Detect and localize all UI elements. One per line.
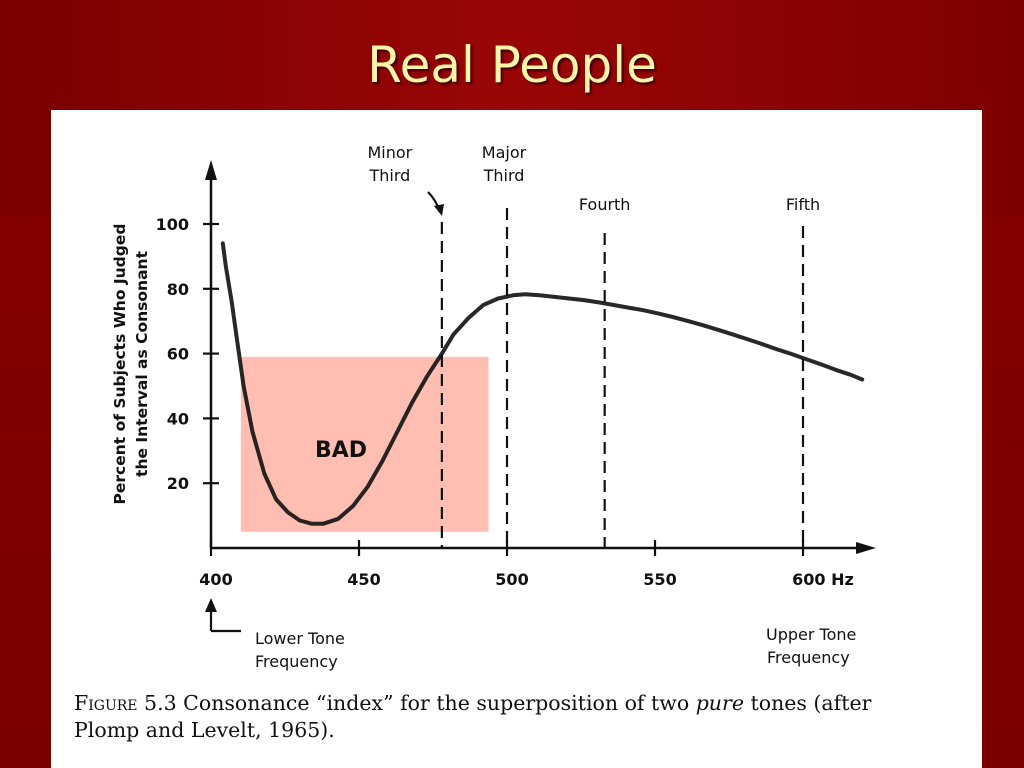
interval-marker-label: Minor bbox=[367, 143, 412, 162]
slide-title: Real People bbox=[367, 36, 657, 94]
figure-caption: Figure 5.3 Consonance “index” for the su… bbox=[74, 690, 934, 744]
x-tick-label: 600 Hz bbox=[792, 570, 854, 589]
bad-region-highlight bbox=[240, 356, 489, 532]
overlay-label: BAD bbox=[315, 438, 367, 463]
caption-text-after: tones (after Plomp and Levelt, 1965). bbox=[74, 691, 872, 742]
y-axis-label-line1: Percent of Subjects Who Judged bbox=[111, 224, 129, 505]
x-axis-arrowhead bbox=[856, 542, 876, 554]
x-tick-label: 400 bbox=[199, 570, 232, 589]
interval-marker-label: Fifth bbox=[786, 195, 820, 214]
x-tick-label: 550 bbox=[643, 570, 676, 589]
interval-marker-label: Major bbox=[482, 143, 527, 162]
consonance-curve bbox=[220, 241, 865, 526]
lower-tone-label-line1: Lower Tone bbox=[255, 629, 345, 648]
upper-tone-label-line2: Frequency bbox=[767, 648, 850, 667]
x-tick-label: 450 bbox=[347, 570, 380, 589]
minor-third-pointer bbox=[427, 191, 444, 216]
lower-tone-pointer bbox=[205, 598, 241, 633]
y-tick-label: 40 bbox=[167, 409, 189, 428]
figure-panel bbox=[51, 110, 982, 768]
y-tick-label: 20 bbox=[167, 474, 189, 493]
x-tick-label: 500 bbox=[495, 570, 528, 589]
interval-marker-label: Third bbox=[368, 166, 410, 185]
caption-figure-label: Figure bbox=[74, 691, 138, 715]
y-tick-label: 60 bbox=[167, 345, 189, 364]
y-axis-label-line2: the Interval as Consonant bbox=[133, 250, 151, 477]
y-axis-arrowhead bbox=[205, 160, 217, 180]
caption-text-before: Consonance “index” for the superposition… bbox=[183, 691, 690, 715]
y-tick-label: 100 bbox=[156, 215, 189, 234]
y-tick-label: 80 bbox=[167, 280, 189, 299]
upper-tone-label-line1: Upper Tone bbox=[766, 625, 856, 644]
interval-marker-label: Fourth bbox=[579, 195, 631, 214]
caption-emphasis: pure bbox=[695, 691, 744, 715]
lower-tone-label-line2: Frequency bbox=[255, 652, 338, 671]
caption-figure-number: 5.3 bbox=[144, 691, 177, 715]
interval-marker-label: Third bbox=[483, 166, 525, 185]
